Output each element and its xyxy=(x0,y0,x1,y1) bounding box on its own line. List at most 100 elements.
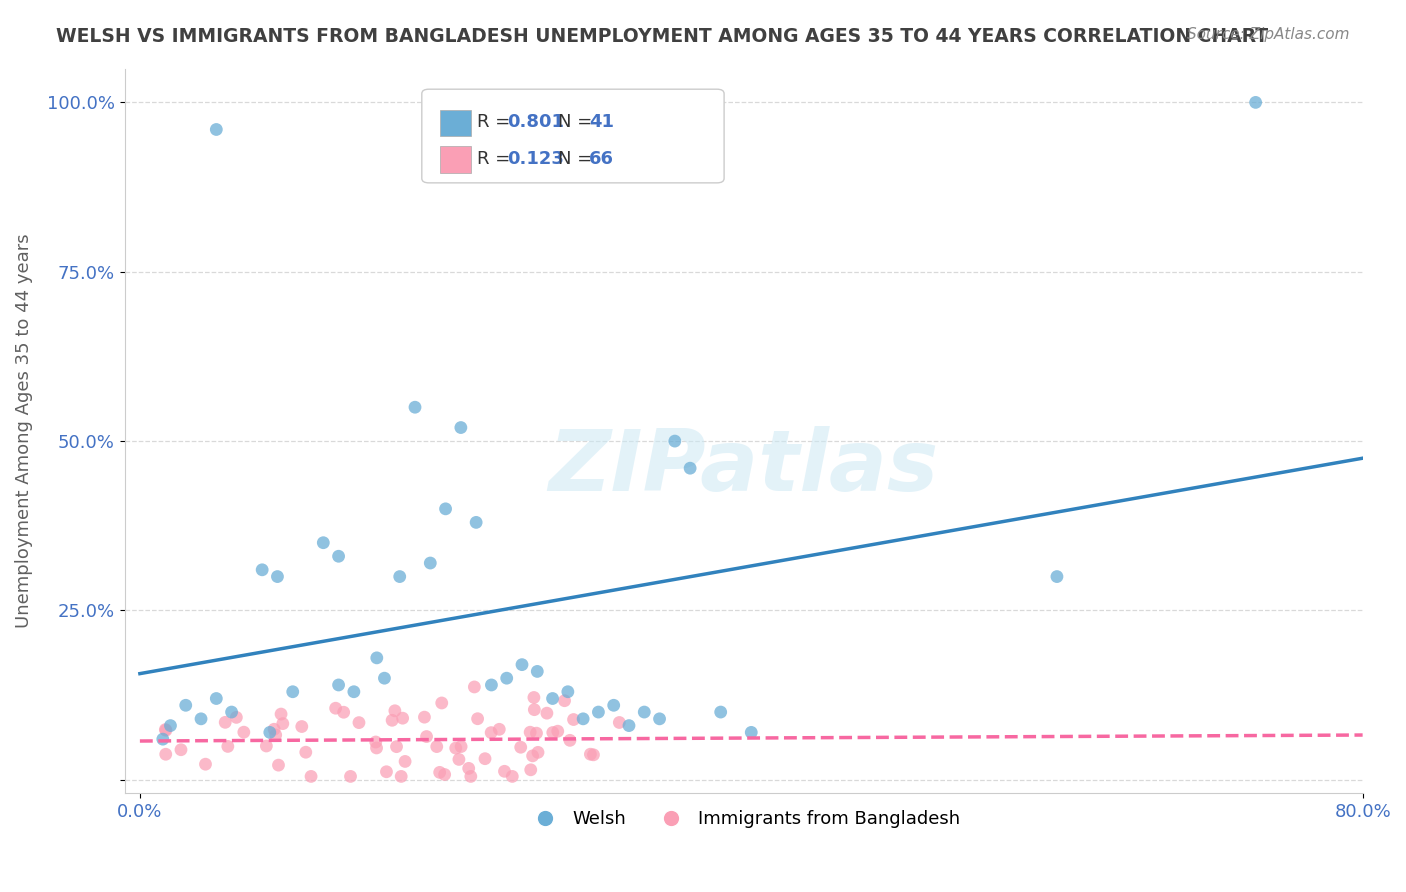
Point xyxy=(205,122,228,136)
Point xyxy=(481,678,503,692)
Text: N =: N = xyxy=(558,150,598,168)
Point xyxy=(366,740,388,755)
Point xyxy=(519,763,541,777)
Text: N =: N = xyxy=(558,113,598,131)
Point xyxy=(562,713,585,727)
Text: 0.801: 0.801 xyxy=(508,113,565,131)
Point xyxy=(501,769,523,783)
Point xyxy=(391,711,413,725)
Point xyxy=(194,757,217,772)
Point xyxy=(375,764,398,779)
Point xyxy=(467,712,489,726)
Point xyxy=(271,716,294,731)
Point xyxy=(617,718,640,732)
Point xyxy=(523,703,546,717)
Y-axis label: Unemployment Among Ages 35 to 44 years: Unemployment Among Ages 35 to 44 years xyxy=(15,234,32,628)
Point xyxy=(558,733,581,747)
Point xyxy=(434,501,457,516)
Point xyxy=(339,769,361,783)
Point xyxy=(633,705,655,719)
Point xyxy=(554,694,576,708)
Point xyxy=(1046,569,1069,583)
Point xyxy=(263,723,285,737)
Point xyxy=(190,712,212,726)
Point xyxy=(450,739,472,754)
Point xyxy=(328,678,350,692)
Point xyxy=(394,755,416,769)
Point xyxy=(509,740,531,755)
Point xyxy=(299,769,322,783)
Point xyxy=(152,732,174,747)
Point xyxy=(526,726,548,740)
Point xyxy=(495,671,517,685)
Point xyxy=(266,569,288,583)
Point xyxy=(479,725,502,739)
Point xyxy=(582,747,605,762)
Point xyxy=(413,710,436,724)
Point xyxy=(221,705,243,719)
Legend: Welsh, Immigrants from Bangladesh: Welsh, Immigrants from Bangladesh xyxy=(520,803,967,835)
Text: 41: 41 xyxy=(589,113,614,131)
Point xyxy=(460,769,482,783)
Point xyxy=(332,705,354,719)
Text: 66: 66 xyxy=(589,150,614,168)
Point xyxy=(588,705,610,719)
Point xyxy=(155,747,177,762)
Point xyxy=(366,651,388,665)
Point xyxy=(607,715,630,730)
Point xyxy=(444,741,467,756)
Point xyxy=(488,723,510,737)
Point xyxy=(519,725,541,739)
Point xyxy=(159,718,181,732)
Point xyxy=(602,698,624,713)
Point xyxy=(740,725,762,739)
Point xyxy=(343,684,366,698)
Point xyxy=(270,707,292,722)
Point xyxy=(572,712,595,726)
Point xyxy=(1244,95,1267,110)
Point xyxy=(259,725,281,739)
Point xyxy=(541,691,564,706)
Point xyxy=(325,701,347,715)
Point xyxy=(205,691,228,706)
Point xyxy=(648,712,671,726)
Point xyxy=(155,723,177,738)
Point xyxy=(536,706,558,721)
Point xyxy=(541,725,564,739)
Point xyxy=(557,684,579,698)
Text: Source: ZipAtlas.com: Source: ZipAtlas.com xyxy=(1187,27,1350,42)
Point xyxy=(291,719,314,733)
Point xyxy=(522,748,544,763)
Point xyxy=(250,563,273,577)
Point xyxy=(547,724,569,739)
Text: R =: R = xyxy=(477,150,516,168)
Point xyxy=(281,684,304,698)
Point xyxy=(419,556,441,570)
Point xyxy=(523,690,546,705)
Point xyxy=(526,665,548,679)
Point xyxy=(264,728,287,742)
Point xyxy=(388,569,411,583)
Point xyxy=(217,739,239,754)
Text: WELSH VS IMMIGRANTS FROM BANGLADESH UNEMPLOYMENT AMONG AGES 35 TO 44 YEARS CORRE: WELSH VS IMMIGRANTS FROM BANGLADESH UNEM… xyxy=(56,27,1268,45)
Point xyxy=(214,715,236,730)
Point xyxy=(664,434,686,449)
Point xyxy=(385,739,408,754)
Point xyxy=(429,765,451,780)
Point xyxy=(430,696,453,710)
Point xyxy=(510,657,533,672)
Point xyxy=(174,698,197,713)
Point xyxy=(254,739,277,753)
Point xyxy=(433,767,456,781)
Point xyxy=(527,745,550,759)
Point xyxy=(267,758,290,772)
Point xyxy=(426,739,449,754)
Point xyxy=(170,742,193,756)
Point xyxy=(465,516,488,530)
Point xyxy=(155,723,177,737)
Point xyxy=(404,401,426,415)
Point xyxy=(463,680,485,694)
Text: ZIPatlas: ZIPatlas xyxy=(548,425,939,508)
Point xyxy=(710,705,733,719)
Point xyxy=(447,752,470,766)
